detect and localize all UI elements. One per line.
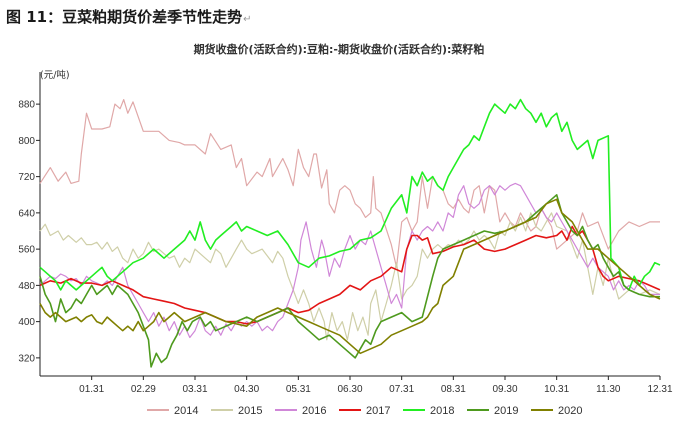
x-tick-label: 06.30 xyxy=(337,384,362,395)
y-tick-label: 720 xyxy=(18,172,35,183)
x-tick-label: 04.30 xyxy=(234,384,259,395)
legend-label-2014: 2014 xyxy=(174,405,198,417)
y-tick-label: 480 xyxy=(18,281,35,292)
x-tick-label: 09.30 xyxy=(492,384,517,395)
legend-label-2019: 2019 xyxy=(494,405,518,417)
series-line-2015 xyxy=(39,212,661,341)
x-tick-label: 05.31 xyxy=(286,384,311,395)
return-mark-icon: ↵ xyxy=(243,14,252,25)
series-line-2019 xyxy=(39,194,660,368)
series-line-2017 xyxy=(39,225,661,325)
legend-label-2018: 2018 xyxy=(430,405,454,417)
x-tick-label: 11.30 xyxy=(596,384,621,395)
x-tick-label: 01.31 xyxy=(79,384,104,395)
x-tick-label: 03.31 xyxy=(182,384,207,395)
figure-title: 图 11：豆菜粕期货价差季节性走势↵ xyxy=(6,6,252,27)
legend-label-2020: 2020 xyxy=(558,405,582,417)
y-tick-label: 880 xyxy=(18,100,35,111)
series-line-2014 xyxy=(39,99,660,268)
y-axis-unit-label: (元/吨) xyxy=(40,69,70,81)
legend: 2014 2015 2016 2017 2018 2019 2020 xyxy=(147,405,582,417)
axes: 320 400 480 560 640 720 800 880 01.31 02.29 03.31 0… xyxy=(18,72,673,395)
y-tick-label: 400 xyxy=(18,317,35,328)
chart-title: 期货收盘价(活跃合约):豆粕:-期货收盘价(活跃合约):菜籽粕 xyxy=(193,43,485,56)
y-tick-label: 640 xyxy=(18,208,35,219)
legend-label-2015: 2015 xyxy=(238,405,262,417)
legend-label-2017: 2017 xyxy=(366,405,390,417)
y-tick-label: 560 xyxy=(18,245,35,256)
x-tick-label: 08.31 xyxy=(441,384,466,395)
x-tick-label: 07.31 xyxy=(389,384,414,395)
x-tick-label: 02.29 xyxy=(131,384,156,395)
y-tick-label: 800 xyxy=(18,136,35,147)
series-line-2016 xyxy=(39,182,660,339)
legend-label-2016: 2016 xyxy=(302,405,326,417)
x-tick-label: 12.31 xyxy=(647,384,672,395)
series-line-2018 xyxy=(39,98,661,291)
x-tick-label: 10.31 xyxy=(544,384,569,395)
figure-title-text: 图 11：豆菜粕期货价差季节性走势 xyxy=(6,8,243,26)
series-line-2020 xyxy=(39,198,661,355)
series-layer xyxy=(39,98,661,368)
y-tick-label: 320 xyxy=(18,353,35,364)
